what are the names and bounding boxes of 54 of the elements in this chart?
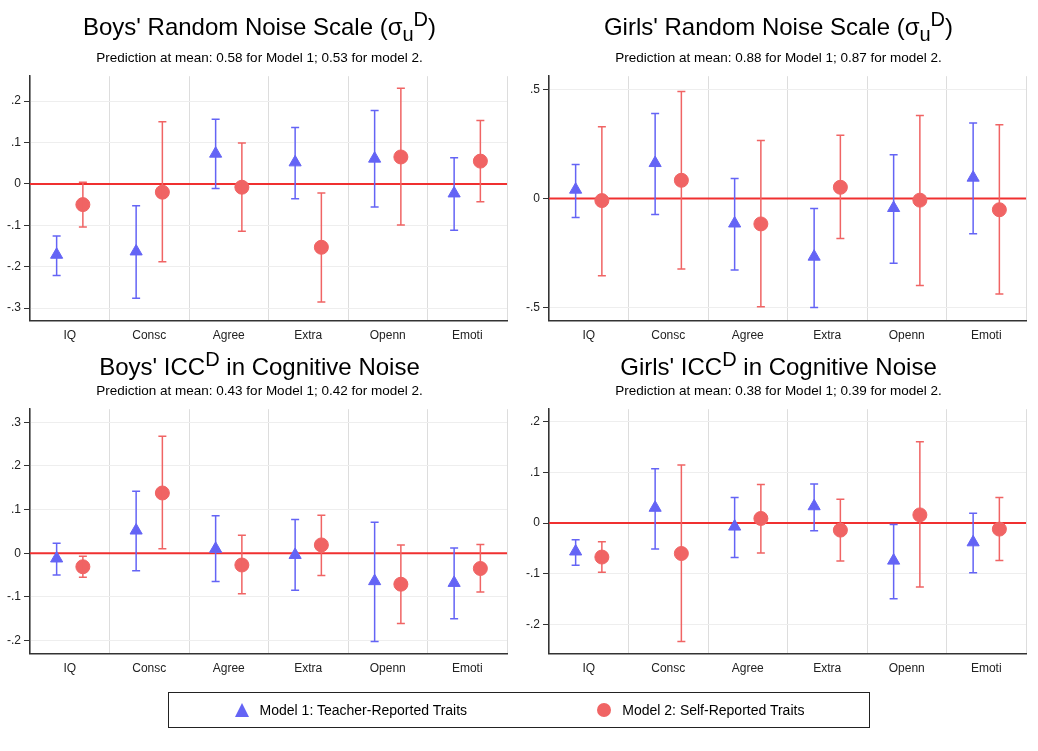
- y-tick-label: -.2: [525, 616, 541, 631]
- legend-label: Model 1: Teacher-Reported Traits: [259, 702, 468, 718]
- x-tick-label: Extra: [294, 327, 323, 342]
- y-tick-label: -.2: [6, 632, 22, 647]
- x-tick-label: Consc: [651, 327, 686, 342]
- x-tick-label: IQ: [582, 661, 596, 676]
- x-tick-label: Consc: [132, 661, 167, 676]
- chart-subtitle: Prediction at mean: 0.43 for Model 1; 0.42 for model 2.: [95, 382, 424, 399]
- chart-title: Girls' Random Noise Scale (σ$_{u}$$^{D}$): [602, 7, 955, 47]
- y-tick-label: -.3: [6, 300, 22, 315]
- y-tick-label: .1: [10, 501, 22, 516]
- y-tick-label: 0: [14, 545, 22, 560]
- y-tick-label: .1: [529, 464, 541, 479]
- x-tick-label: Consc: [651, 661, 686, 676]
- x-tick-label: IQ: [63, 661, 77, 676]
- chart-title: Boys' ICC$^{D}$ in Cognitive Noise: [98, 347, 421, 382]
- x-tick-label: Openn: [888, 661, 925, 676]
- x-tick-label: Emoti: [451, 661, 483, 676]
- x-tick-label: IQ: [582, 327, 596, 342]
- y-tick-label: .2: [10, 93, 22, 108]
- chart-subtitle: Prediction at mean: 0.58 for Model 1; 0.53 for model 2.: [95, 48, 424, 66]
- legend-label: Model 2: Self-Reported Traits: [622, 702, 805, 718]
- x-tick-label: Extra: [294, 661, 323, 676]
- y-tick-label: 0: [14, 176, 22, 191]
- x-tick-label: Emoti: [970, 327, 1002, 342]
- y-tick-label: 0: [533, 515, 541, 530]
- x-tick-label: Openn: [369, 327, 406, 342]
- x-tick-label: Extra: [813, 327, 842, 342]
- chart-subtitle: Prediction at mean: 0.88 for Model 1; 0.87 for model 2.: [614, 48, 943, 66]
- x-tick-label: Emoti: [970, 661, 1002, 676]
- x-tick-label: Agree: [212, 661, 246, 676]
- y-tick-label: .3: [10, 414, 22, 429]
- chart-title: Girls' ICC$^{D}$ in Cognitive Noise: [619, 347, 938, 382]
- y-tick-label: -.5: [525, 299, 541, 314]
- x-tick-label: Openn: [369, 661, 406, 676]
- x-tick-label: IQ: [63, 327, 77, 342]
- x-tick-label: Openn: [888, 327, 925, 342]
- y-tick-label: -.1: [525, 566, 541, 581]
- x-tick-label: Agree: [731, 661, 765, 676]
- y-tick-label: .5: [529, 81, 541, 96]
- y-tick-label: -.1: [6, 589, 22, 604]
- y-tick-label: .2: [529, 413, 541, 428]
- y-tick-label: 0: [533, 190, 541, 205]
- chart-subtitle: Prediction at mean: 0.38 for Model 1; 0.39 for model 2.: [614, 382, 943, 399]
- y-tick-label: -.1: [6, 217, 22, 232]
- y-tick-label: -.2: [6, 258, 22, 273]
- x-tick-label: Extra: [813, 661, 842, 676]
- y-tick-label: .2: [10, 458, 22, 473]
- x-tick-label: Agree: [731, 327, 765, 342]
- x-tick-label: Agree: [212, 327, 246, 342]
- x-tick-label: Consc: [132, 327, 167, 342]
- y-tick-label: .1: [10, 134, 22, 149]
- chart-title: Boys' Random Noise Scale (σ$_{u}$$^{D}$): [81, 7, 438, 47]
- x-tick-label: Emoti: [451, 327, 483, 342]
